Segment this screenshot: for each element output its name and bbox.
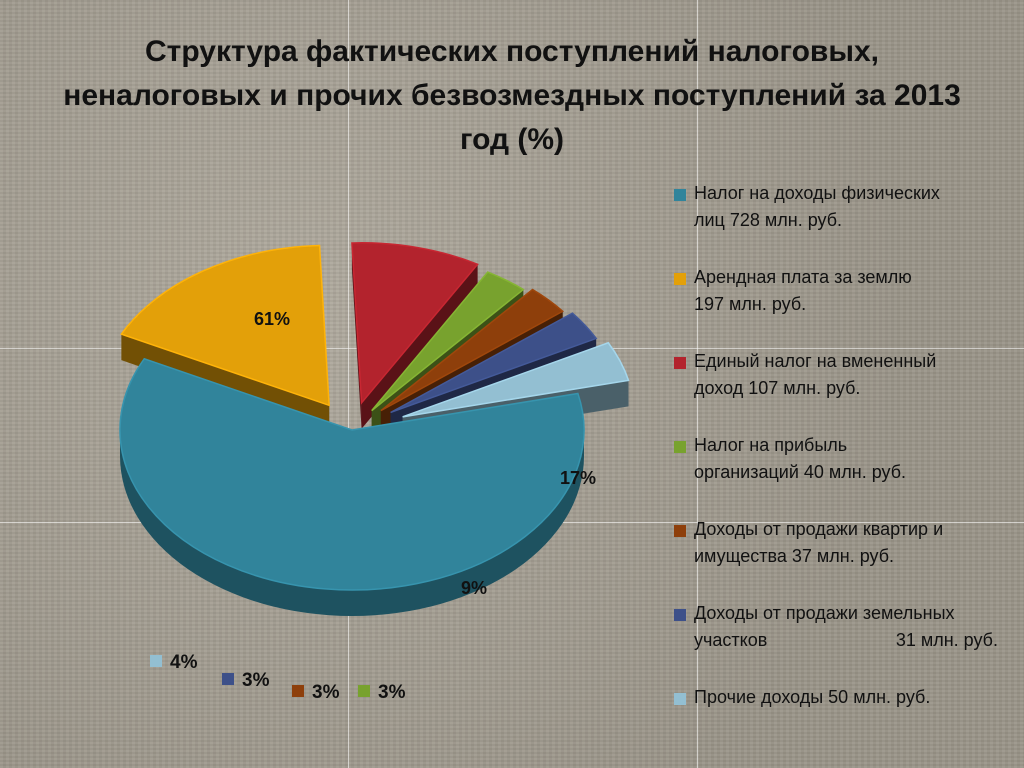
bottom-label-swatch	[292, 685, 304, 697]
pie-slice	[390, 312, 598, 414]
slice-data-label: 61%	[254, 309, 290, 329]
legend-item: Единый налог на вмененный доход 107 млн. …	[672, 348, 1012, 432]
legend-swatch	[674, 441, 686, 453]
legend-label: Прочие доходы 50 млн. руб.	[694, 687, 931, 707]
legend-swatch	[674, 357, 686, 369]
legend-label: Налог на доходы физических лиц 728 млн. р…	[694, 183, 940, 230]
pie-slice	[120, 244, 330, 407]
bottom-label-property: 3%	[292, 682, 339, 704]
legend-swatch	[674, 189, 686, 201]
legend-item: Прочие доходы 50 млн. руб.	[672, 684, 1012, 768]
legend-label: Налог на прибыль организаций 40 млн. руб.	[694, 435, 907, 482]
legend-label: Единый налог на вмененный доход 107 млн. …	[694, 351, 937, 398]
bottom-label-swatch	[358, 685, 370, 697]
pie-slice	[119, 357, 585, 591]
legend-swatch	[674, 609, 686, 621]
legend-label: Доходы от продажи квартир и имущества 37 …	[694, 519, 944, 566]
bottom-label-other: 4%	[150, 652, 197, 674]
legend-swatch	[674, 693, 686, 705]
bottom-label-profit: 3%	[358, 682, 405, 704]
chart-title: Структура фактических поступлений налого…	[63, 35, 961, 156]
pie-slice	[371, 271, 525, 412]
chart-legend: Налог на доходы физических лиц 728 млн. р…	[672, 180, 1012, 768]
legend-item: Доходы от продажи земельных участков 31 мл…	[672, 600, 1012, 684]
pie-slice	[380, 288, 565, 412]
legend-label: Арендная плата за землю 197 млн. руб.	[694, 267, 912, 314]
legend-swatch	[674, 273, 686, 285]
pie-slice	[402, 341, 630, 418]
slice-data-label: 17%	[560, 468, 596, 488]
legend-item: Доходы от продажи квартир и имущества 37 …	[672, 516, 1012, 600]
pie-slice	[351, 242, 479, 405]
legend-item: Арендная плата за землю 197 млн. руб.	[672, 264, 1012, 348]
slice-rim	[120, 430, 584, 616]
legend-item: Налог на доходы физических лиц 728 млн. р…	[672, 180, 1012, 264]
slice-data-label: 9%	[461, 578, 487, 598]
legend-swatch	[674, 525, 686, 537]
legend-label: Доходы от продажи земельных участков 31 мл…	[694, 603, 998, 650]
background-grid-line	[348, 0, 349, 768]
bottom-label-swatch	[222, 673, 234, 685]
background-grid-line	[697, 0, 698, 768]
bottom-label-swatch	[150, 655, 162, 667]
bottom-label-land: 3%	[222, 670, 269, 692]
legend-item: Налог на прибыль организаций 40 млн. руб.	[672, 432, 1012, 516]
